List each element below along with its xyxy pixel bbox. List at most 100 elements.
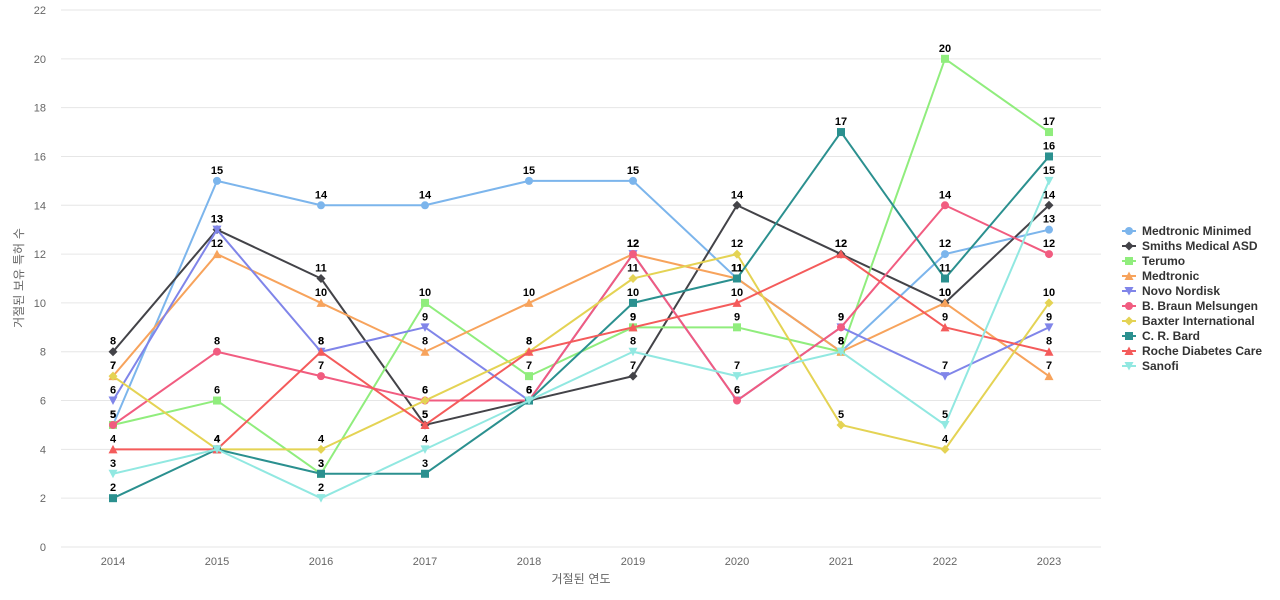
- data-labels: 5 15 14 14 15 15 11 8 12 13 8 13 11 5 6 7 14 12 10 14 5 6 3 10 7…: [110, 43, 1056, 494]
- data-label: 9: [838, 311, 844, 323]
- data-label: 8: [838, 336, 844, 348]
- series-line: [112, 204, 1050, 426]
- data-label: 8: [838, 336, 844, 348]
- data-point: [1044, 200, 1054, 210]
- data-point: [733, 396, 741, 405]
- x-tick-label: 2022: [933, 556, 957, 568]
- x-tick-label: 2023: [1037, 556, 1061, 568]
- data-point: [213, 347, 221, 356]
- series-terumo[interactable]: [109, 54, 1053, 478]
- y-tick-label: 14: [34, 200, 46, 212]
- data-label: 11: [731, 263, 743, 275]
- legend-item[interactable]: Novo Nordisk: [1122, 284, 1220, 298]
- y-tick-label: 6: [40, 396, 46, 408]
- data-point: [628, 347, 638, 357]
- data-point: [629, 176, 637, 185]
- data-point: [940, 444, 950, 454]
- series-line: [112, 253, 1050, 377]
- data-point: [732, 298, 742, 307]
- legend-label: Sanofi: [1142, 359, 1179, 373]
- data-label: 12: [627, 238, 639, 250]
- legend-item[interactable]: Roche Diabetes Care: [1122, 344, 1262, 358]
- data-label: 6: [526, 385, 532, 397]
- data-label: 6: [422, 385, 428, 397]
- data-label: 14: [731, 189, 744, 201]
- data-point: [732, 200, 742, 210]
- x-tick-label: 2015: [205, 556, 229, 568]
- x-tick-label: 2021: [829, 556, 853, 568]
- data-point: [316, 274, 326, 283]
- data-label: 8: [110, 336, 116, 348]
- legend-marker: [1125, 257, 1133, 265]
- legend-item[interactable]: B. Braun Melsungen: [1122, 299, 1258, 313]
- data-point: [941, 250, 949, 259]
- data-point: [524, 298, 534, 307]
- data-point: [733, 323, 741, 332]
- x-tick-label: 2016: [309, 556, 333, 568]
- data-point: [108, 396, 118, 406]
- data-label: 11: [731, 263, 743, 275]
- data-point: [940, 420, 950, 430]
- data-label: 2: [318, 482, 324, 494]
- data-point: [1044, 298, 1054, 308]
- data-point: [420, 323, 430, 332]
- data-point: [420, 420, 430, 429]
- data-label: 6: [734, 385, 740, 397]
- data-point: [836, 420, 846, 430]
- legend-item[interactable]: C. R. Bard: [1122, 329, 1200, 343]
- data-label: 8: [214, 336, 220, 348]
- data-label: 9: [1046, 311, 1052, 323]
- legend-item[interactable]: Medtronic: [1122, 269, 1200, 283]
- data-label: 8: [1046, 336, 1052, 348]
- data-point: [1044, 323, 1054, 332]
- data-point: [212, 445, 222, 454]
- legend-label: Terumo: [1142, 254, 1185, 268]
- legend-marker: [1124, 316, 1134, 326]
- data-label: 8: [318, 336, 324, 348]
- data-label: 6: [526, 385, 532, 397]
- legend-marker: [1124, 362, 1134, 371]
- legend-item[interactable]: Baxter International: [1122, 314, 1255, 328]
- data-point: [524, 396, 534, 406]
- data-point: [837, 323, 845, 332]
- legend-item[interactable]: Sanofi: [1122, 359, 1179, 373]
- y-tick-label: 10: [34, 298, 46, 310]
- legend-item[interactable]: Terumo: [1122, 254, 1185, 268]
- legend-label: Smiths Medical ASD: [1142, 239, 1258, 253]
- data-label: 4: [422, 433, 429, 445]
- y-tick-label: 22: [34, 5, 46, 17]
- data-label: 3: [110, 458, 116, 470]
- data-point: [212, 249, 222, 259]
- legend-item[interactable]: Medtronic Minimed: [1122, 224, 1251, 238]
- data-point: [836, 249, 846, 259]
- data-label: 10: [419, 287, 431, 299]
- data-label: 2: [110, 482, 116, 494]
- data-label: 5: [110, 409, 116, 421]
- data-label: 6: [526, 385, 532, 397]
- data-point: [628, 322, 638, 332]
- series-line: [112, 179, 1050, 426]
- data-label: 7: [318, 360, 324, 372]
- data-label: 7: [110, 360, 116, 372]
- data-point: [108, 371, 118, 381]
- legend-label: Medtronic: [1142, 269, 1200, 283]
- data-label: 11: [731, 263, 743, 275]
- data-point: [316, 298, 326, 307]
- data-label: 5: [110, 409, 116, 421]
- data-point: [421, 201, 429, 210]
- x-tick-label: 2019: [621, 556, 645, 568]
- data-label: 3: [422, 458, 428, 470]
- data-label: 10: [939, 287, 951, 299]
- data-point: [109, 494, 117, 503]
- data-label: 15: [523, 165, 535, 177]
- data-point: [941, 54, 949, 63]
- data-label: 8: [422, 336, 428, 348]
- data-label: 4: [318, 433, 325, 445]
- data-point: [421, 469, 429, 478]
- data-label: 10: [523, 287, 535, 299]
- series-sanofi[interactable]: [108, 176, 1054, 503]
- legend-item[interactable]: Smiths Medical ASD: [1122, 239, 1258, 253]
- y-axis-title: 거절된 보유 특허 수: [12, 228, 26, 328]
- series-roche-diabetes-care[interactable]: [108, 249, 1054, 454]
